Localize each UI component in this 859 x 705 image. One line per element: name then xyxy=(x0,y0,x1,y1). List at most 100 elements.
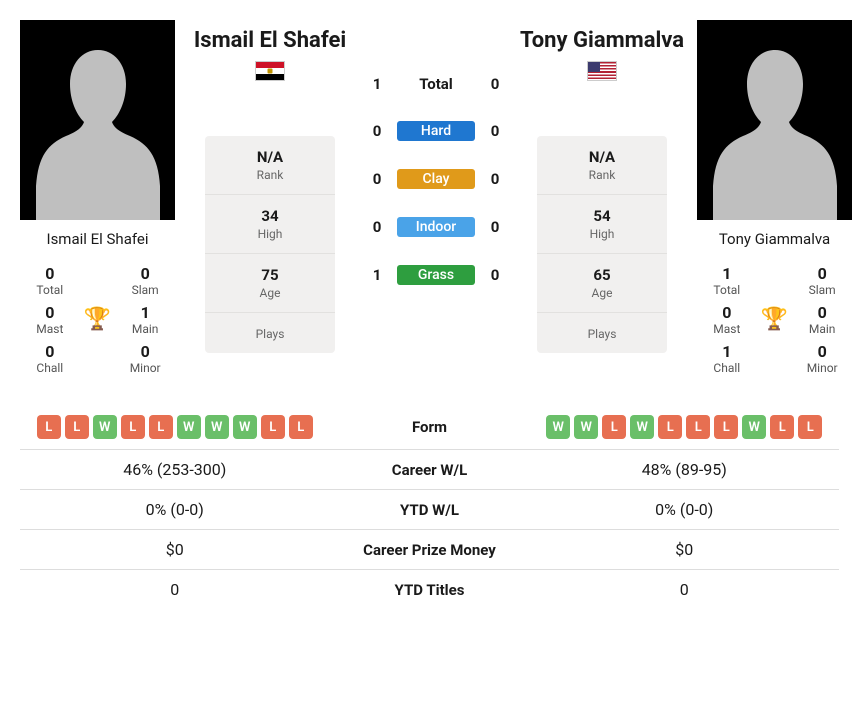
cmp-label-form: Form xyxy=(330,418,530,436)
cmp-label-career-wl: Career W/L xyxy=(330,461,530,479)
info-lbl: Rank xyxy=(205,168,335,182)
stat-lbl: Slam xyxy=(123,283,167,297)
player-big-name-left: Ismail El Shafei xyxy=(194,28,346,53)
form-chip-win: W xyxy=(574,415,598,439)
form-chip-win: W xyxy=(546,415,570,439)
cmp-label-prize: Career Prize Money xyxy=(330,541,530,559)
form-chip-loss: L xyxy=(261,415,285,439)
h2h-right-val: 0 xyxy=(483,75,507,93)
left-name-info-col: Ismail El Shafei N/A Rank 34 High 75 Age… xyxy=(185,20,355,353)
cmp-row-prize: $0 Career Prize Money $0 xyxy=(20,530,839,570)
stat-mast-left: 0 Mast xyxy=(28,303,72,336)
info-plays-right: Plays xyxy=(537,313,667,353)
form-chip-loss: L xyxy=(602,415,626,439)
stat-lbl: Total xyxy=(28,283,72,297)
cmp-row-form: LLWLLWWWLL Form WWLWLLLWLL xyxy=(20,405,839,450)
avatar-left xyxy=(20,20,175,220)
silhouette-icon xyxy=(705,30,845,220)
trophy-icon: 🏆 xyxy=(76,307,120,332)
info-val: N/A xyxy=(537,148,667,166)
titles-grid-left: 0 Total 0 Slam 0 Mast 🏆 1 Main 0 Chall xyxy=(20,258,175,385)
h2h-label-total: Total xyxy=(397,75,475,93)
form-chip-win: W xyxy=(233,415,257,439)
flag-icon-right xyxy=(587,61,617,81)
cmp-val-right: 0% (0-0) xyxy=(530,500,840,519)
cmp-val-right: 48% (89-95) xyxy=(530,460,840,479)
stat-total-right: 1 Total xyxy=(705,264,749,297)
form-chip-loss: L xyxy=(686,415,710,439)
h2h-right-val: 0 xyxy=(483,266,507,284)
silhouette-icon xyxy=(28,30,168,220)
info-box-right: N/A Rank 54 High 65 Age Plays xyxy=(537,136,667,353)
stat-total-left: 0 Total xyxy=(28,264,72,297)
stat-val: 0 xyxy=(123,264,167,283)
info-lbl: Age xyxy=(205,286,335,300)
info-val: N/A xyxy=(205,148,335,166)
cmp-label-ytd-titles: YTD Titles xyxy=(330,581,530,599)
h2h-left-val: 1 xyxy=(365,266,389,284)
stat-mast-right: 0 Mast xyxy=(705,303,749,336)
form-chip-win: W xyxy=(630,415,654,439)
info-rank-left: N/A Rank xyxy=(205,136,335,195)
form-chip-win: W xyxy=(93,415,117,439)
stat-main-right: 0 Main xyxy=(800,303,844,336)
flag-icon-left xyxy=(255,61,285,81)
h2h-left-val: 1 xyxy=(365,75,389,93)
stat-lbl: Minor xyxy=(800,361,844,375)
h2h-right-val: 0 xyxy=(483,218,507,236)
h2h-row: 1 Total 0 xyxy=(365,75,507,93)
form-chip-loss: L xyxy=(798,415,822,439)
player-big-name-right: Tony Giammalva xyxy=(520,28,684,53)
stat-slam-right: 0 Slam xyxy=(800,264,844,297)
cmp-val-left: 0 xyxy=(20,580,330,599)
info-lbl: Age xyxy=(537,286,667,300)
surface-pill-hard: Hard xyxy=(397,121,475,141)
stat-val: 0 xyxy=(800,303,844,322)
stat-lbl: Total xyxy=(705,283,749,297)
cmp-val-right: 0 xyxy=(530,580,840,599)
stat-val: 1 xyxy=(705,342,749,361)
stat-val: 0 xyxy=(123,342,167,361)
info-val: 65 xyxy=(537,266,667,284)
cmp-row-ytd-wl: 0% (0-0) YTD W/L 0% (0-0) xyxy=(20,490,839,530)
h2h-row: 0 Hard 0 xyxy=(365,121,507,141)
stat-lbl: Main xyxy=(123,322,167,336)
info-val: 54 xyxy=(537,207,667,225)
h2h-column: 1Total00Hard00Clay00Indoor01Grass0 xyxy=(365,20,507,285)
h2h-row: 1 Grass 0 xyxy=(365,265,507,285)
info-val: 75 xyxy=(205,266,335,284)
h2h-right-val: 0 xyxy=(483,122,507,140)
stat-lbl: Main xyxy=(800,322,844,336)
info-plays-left: Plays xyxy=(205,313,335,353)
stat-val: 1 xyxy=(705,264,749,283)
form-chip-loss: L xyxy=(149,415,173,439)
player-name-under-right: Tony Giammalva xyxy=(697,220,852,258)
stat-lbl: Chall xyxy=(28,361,72,375)
name-flag-right: Tony Giammalva xyxy=(517,20,687,81)
cmp-row-career-wl: 46% (253-300) Career W/L 48% (89-95) xyxy=(20,450,839,490)
stat-minor-right: 0 Minor xyxy=(800,342,844,375)
stat-val: 0 xyxy=(28,342,72,361)
form-chip-loss: L xyxy=(289,415,313,439)
player-card-right: Tony Giammalva 1 Total 0 Slam 0 Mast 🏆 0… xyxy=(697,20,852,385)
stat-val: 0 xyxy=(800,342,844,361)
trophy-icon: 🏆 xyxy=(753,307,797,332)
avatar-right xyxy=(697,20,852,220)
stat-val: 0 xyxy=(705,303,749,322)
stat-val: 0 xyxy=(800,264,844,283)
info-lbl: Plays xyxy=(537,327,667,341)
titles-grid-right: 1 Total 0 Slam 0 Mast 🏆 0 Main 1 Chall xyxy=(697,258,852,385)
h2h-left-val: 0 xyxy=(365,122,389,140)
form-chip-loss: L xyxy=(65,415,89,439)
form-chip-loss: L xyxy=(658,415,682,439)
surface-pill-indoor: Indoor xyxy=(397,217,475,237)
stat-val: 0 xyxy=(28,303,72,322)
form-chip-loss: L xyxy=(714,415,738,439)
info-lbl: High xyxy=(537,227,667,241)
top-section: Ismail El Shafei 0 Total 0 Slam 0 Mast 🏆… xyxy=(20,20,839,385)
info-lbl: High xyxy=(205,227,335,241)
info-age-right: 65 Age xyxy=(537,254,667,313)
surface-pill-grass: Grass xyxy=(397,265,475,285)
form-strip-right: WWLWLLLWLL xyxy=(530,415,840,439)
stat-chall-right: 1 Chall xyxy=(705,342,749,375)
